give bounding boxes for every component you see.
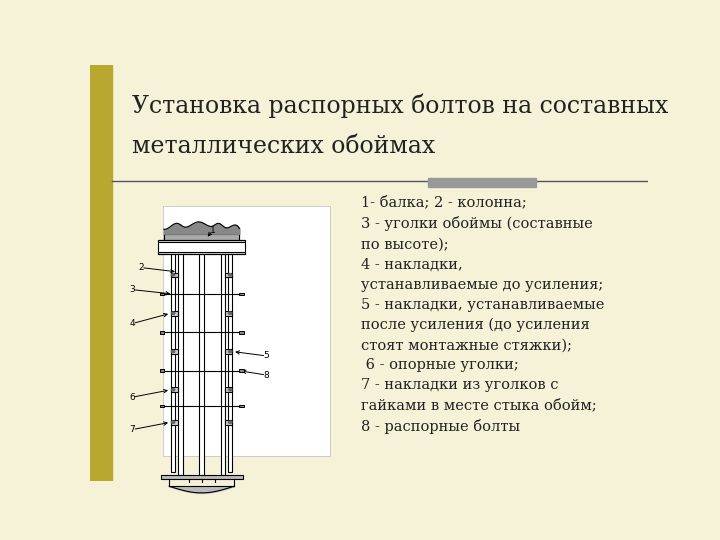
Bar: [220, 235, 225, 475]
Bar: [158, 240, 245, 254]
Circle shape: [228, 350, 232, 353]
Text: 1- балка; 2 - колонна;
3 - уголки обоймы (составные
по высоте);
4 - накладки,
ус: 1- балка; 2 - колонна; 3 - уголки обоймы…: [361, 196, 604, 434]
Bar: [171, 311, 178, 315]
Text: 3: 3: [130, 285, 135, 294]
Bar: [171, 273, 178, 277]
Circle shape: [171, 389, 175, 391]
Circle shape: [171, 350, 175, 353]
Bar: [171, 240, 175, 472]
Circle shape: [228, 312, 232, 314]
Circle shape: [228, 421, 232, 423]
Bar: [428, 178, 536, 187]
Bar: [160, 331, 164, 334]
Bar: [178, 235, 183, 475]
Text: 4: 4: [130, 319, 135, 328]
Bar: [199, 235, 204, 475]
Bar: [158, 240, 245, 242]
Bar: [171, 420, 178, 424]
Bar: [163, 206, 330, 456]
Bar: [90, 65, 112, 481]
Bar: [160, 293, 164, 295]
Bar: [158, 252, 245, 254]
Text: металлических обоймах: металлических обоймах: [132, 136, 435, 158]
Bar: [225, 311, 233, 315]
Bar: [225, 349, 233, 354]
Bar: [239, 369, 243, 372]
Bar: [239, 331, 243, 334]
Text: 1: 1: [210, 226, 215, 235]
Bar: [160, 404, 164, 407]
Circle shape: [228, 389, 232, 391]
Bar: [161, 475, 243, 479]
Bar: [239, 404, 243, 407]
Circle shape: [228, 274, 232, 276]
Bar: [228, 240, 233, 472]
Text: Установка распорных болтов на составных: Установка распорных болтов на составных: [132, 94, 668, 118]
Bar: [160, 369, 164, 372]
Text: 6: 6: [130, 393, 135, 402]
Bar: [164, 234, 240, 240]
Circle shape: [171, 274, 175, 276]
Text: 2: 2: [138, 263, 144, 272]
Text: 8: 8: [264, 370, 269, 380]
Text: 5: 5: [264, 352, 269, 360]
Circle shape: [171, 312, 175, 314]
Bar: [225, 273, 233, 277]
Bar: [239, 293, 243, 295]
Circle shape: [171, 421, 175, 423]
Bar: [171, 349, 178, 354]
Bar: [225, 420, 233, 424]
Bar: [225, 387, 233, 392]
Bar: [171, 387, 178, 392]
Text: 7: 7: [130, 425, 135, 434]
